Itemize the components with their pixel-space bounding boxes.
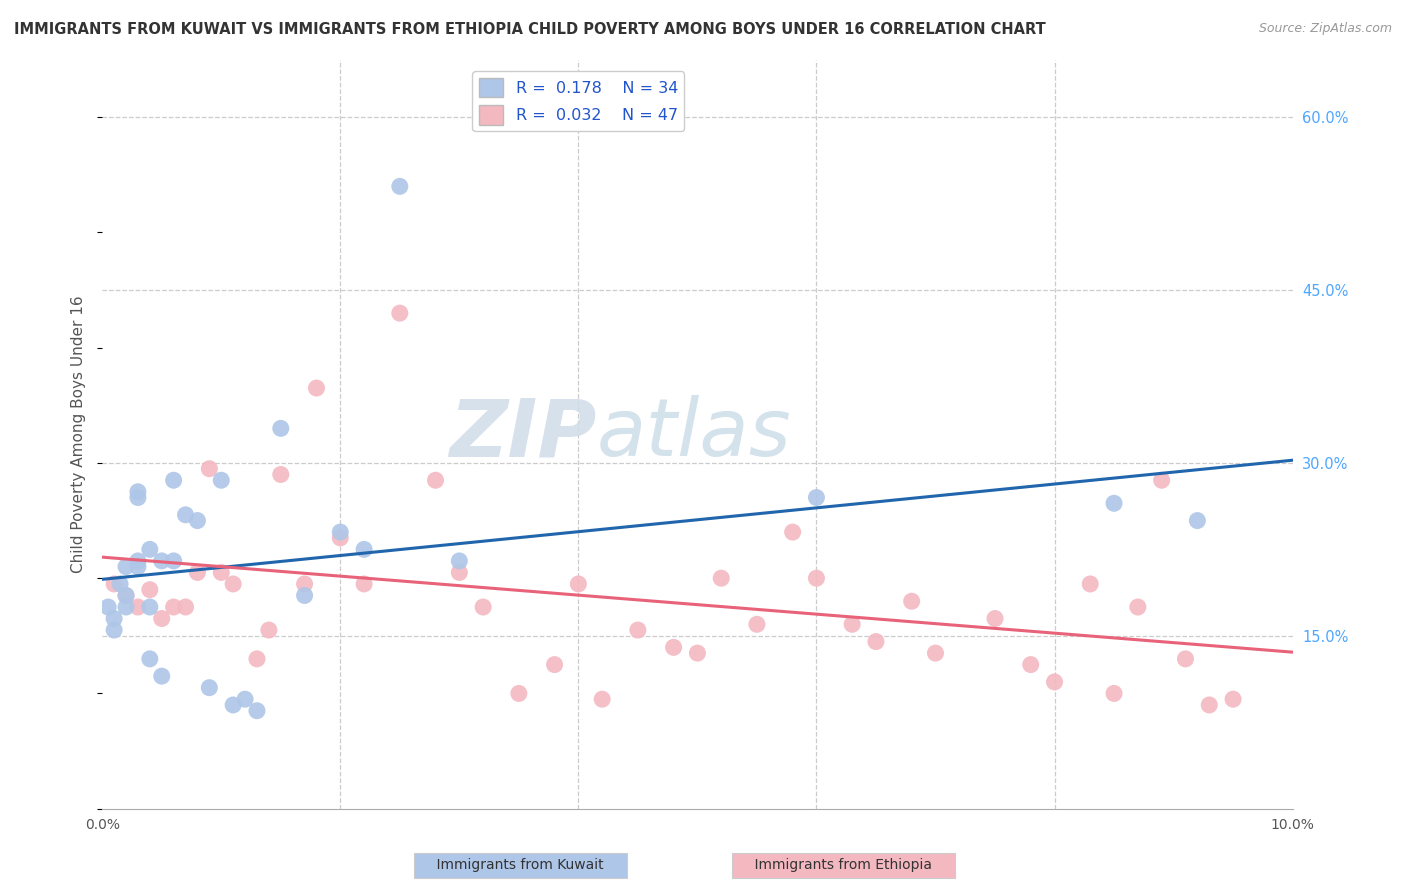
- Point: [174, 599, 197, 614]
- Point: [233, 692, 256, 706]
- Point: [115, 599, 138, 614]
- Point: [627, 623, 650, 637]
- Point: [150, 554, 173, 568]
- Point: [294, 589, 316, 603]
- Point: [246, 652, 269, 666]
- Point: [294, 577, 316, 591]
- Point: [449, 554, 471, 568]
- Point: [686, 646, 709, 660]
- Point: [1126, 599, 1149, 614]
- Point: [257, 623, 280, 637]
- Point: [127, 599, 149, 614]
- Point: [127, 559, 149, 574]
- Point: [270, 467, 292, 482]
- Point: [103, 611, 125, 625]
- Point: [139, 582, 162, 597]
- Point: [222, 698, 245, 712]
- Point: [924, 646, 946, 660]
- Text: Source: ZipAtlas.com: Source: ZipAtlas.com: [1258, 22, 1392, 36]
- Point: [710, 571, 733, 585]
- Point: [745, 617, 768, 632]
- Point: [388, 179, 411, 194]
- Point: [127, 554, 149, 568]
- Point: [329, 531, 352, 545]
- Point: [139, 542, 162, 557]
- Point: [1019, 657, 1042, 672]
- Text: Immigrants from Ethiopia: Immigrants from Ethiopia: [737, 858, 950, 872]
- Point: [198, 461, 221, 475]
- Point: [472, 599, 495, 614]
- Point: [841, 617, 863, 632]
- Point: [1043, 674, 1066, 689]
- Legend: R =  0.178    N = 34, R =  0.032    N = 47: R = 0.178 N = 34, R = 0.032 N = 47: [472, 71, 685, 131]
- Point: [209, 566, 232, 580]
- Point: [162, 599, 184, 614]
- Text: Immigrants from Kuwait: Immigrants from Kuwait: [419, 858, 621, 872]
- Point: [1078, 577, 1101, 591]
- Point: [162, 473, 184, 487]
- Text: ZIP: ZIP: [449, 395, 596, 473]
- Point: [115, 589, 138, 603]
- Point: [782, 525, 804, 540]
- Point: [97, 599, 120, 614]
- Point: [103, 577, 125, 591]
- Point: [270, 421, 292, 435]
- Point: [209, 473, 232, 487]
- Point: [186, 566, 208, 580]
- Point: [1150, 473, 1173, 487]
- Point: [353, 542, 375, 557]
- Point: [806, 491, 828, 505]
- Point: [150, 611, 173, 625]
- Point: [567, 577, 589, 591]
- Point: [198, 681, 221, 695]
- Point: [1222, 692, 1244, 706]
- Point: [108, 577, 131, 591]
- Point: [150, 669, 173, 683]
- Point: [662, 640, 685, 655]
- Point: [127, 484, 149, 499]
- Point: [806, 571, 828, 585]
- Point: [388, 306, 411, 320]
- Point: [449, 566, 471, 580]
- Point: [115, 559, 138, 574]
- Point: [353, 577, 375, 591]
- Point: [865, 634, 887, 648]
- Point: [115, 589, 138, 603]
- Point: [139, 652, 162, 666]
- Point: [246, 704, 269, 718]
- Point: [162, 554, 184, 568]
- Point: [329, 525, 352, 540]
- Point: [425, 473, 447, 487]
- Point: [186, 514, 208, 528]
- Point: [1102, 496, 1125, 510]
- Point: [1174, 652, 1197, 666]
- Point: [139, 599, 162, 614]
- Y-axis label: Child Poverty Among Boys Under 16: Child Poverty Among Boys Under 16: [72, 295, 86, 573]
- Point: [591, 692, 613, 706]
- Text: atlas: atlas: [596, 395, 792, 473]
- Point: [1198, 698, 1220, 712]
- Point: [174, 508, 197, 522]
- Text: IMMIGRANTS FROM KUWAIT VS IMMIGRANTS FROM ETHIOPIA CHILD POVERTY AMONG BOYS UNDE: IMMIGRANTS FROM KUWAIT VS IMMIGRANTS FRO…: [14, 22, 1046, 37]
- Point: [103, 623, 125, 637]
- Point: [900, 594, 922, 608]
- Point: [984, 611, 1007, 625]
- Point: [1102, 686, 1125, 700]
- Point: [543, 657, 565, 672]
- Point: [305, 381, 328, 395]
- Point: [1187, 514, 1209, 528]
- Point: [508, 686, 530, 700]
- Point: [127, 491, 149, 505]
- Point: [222, 577, 245, 591]
